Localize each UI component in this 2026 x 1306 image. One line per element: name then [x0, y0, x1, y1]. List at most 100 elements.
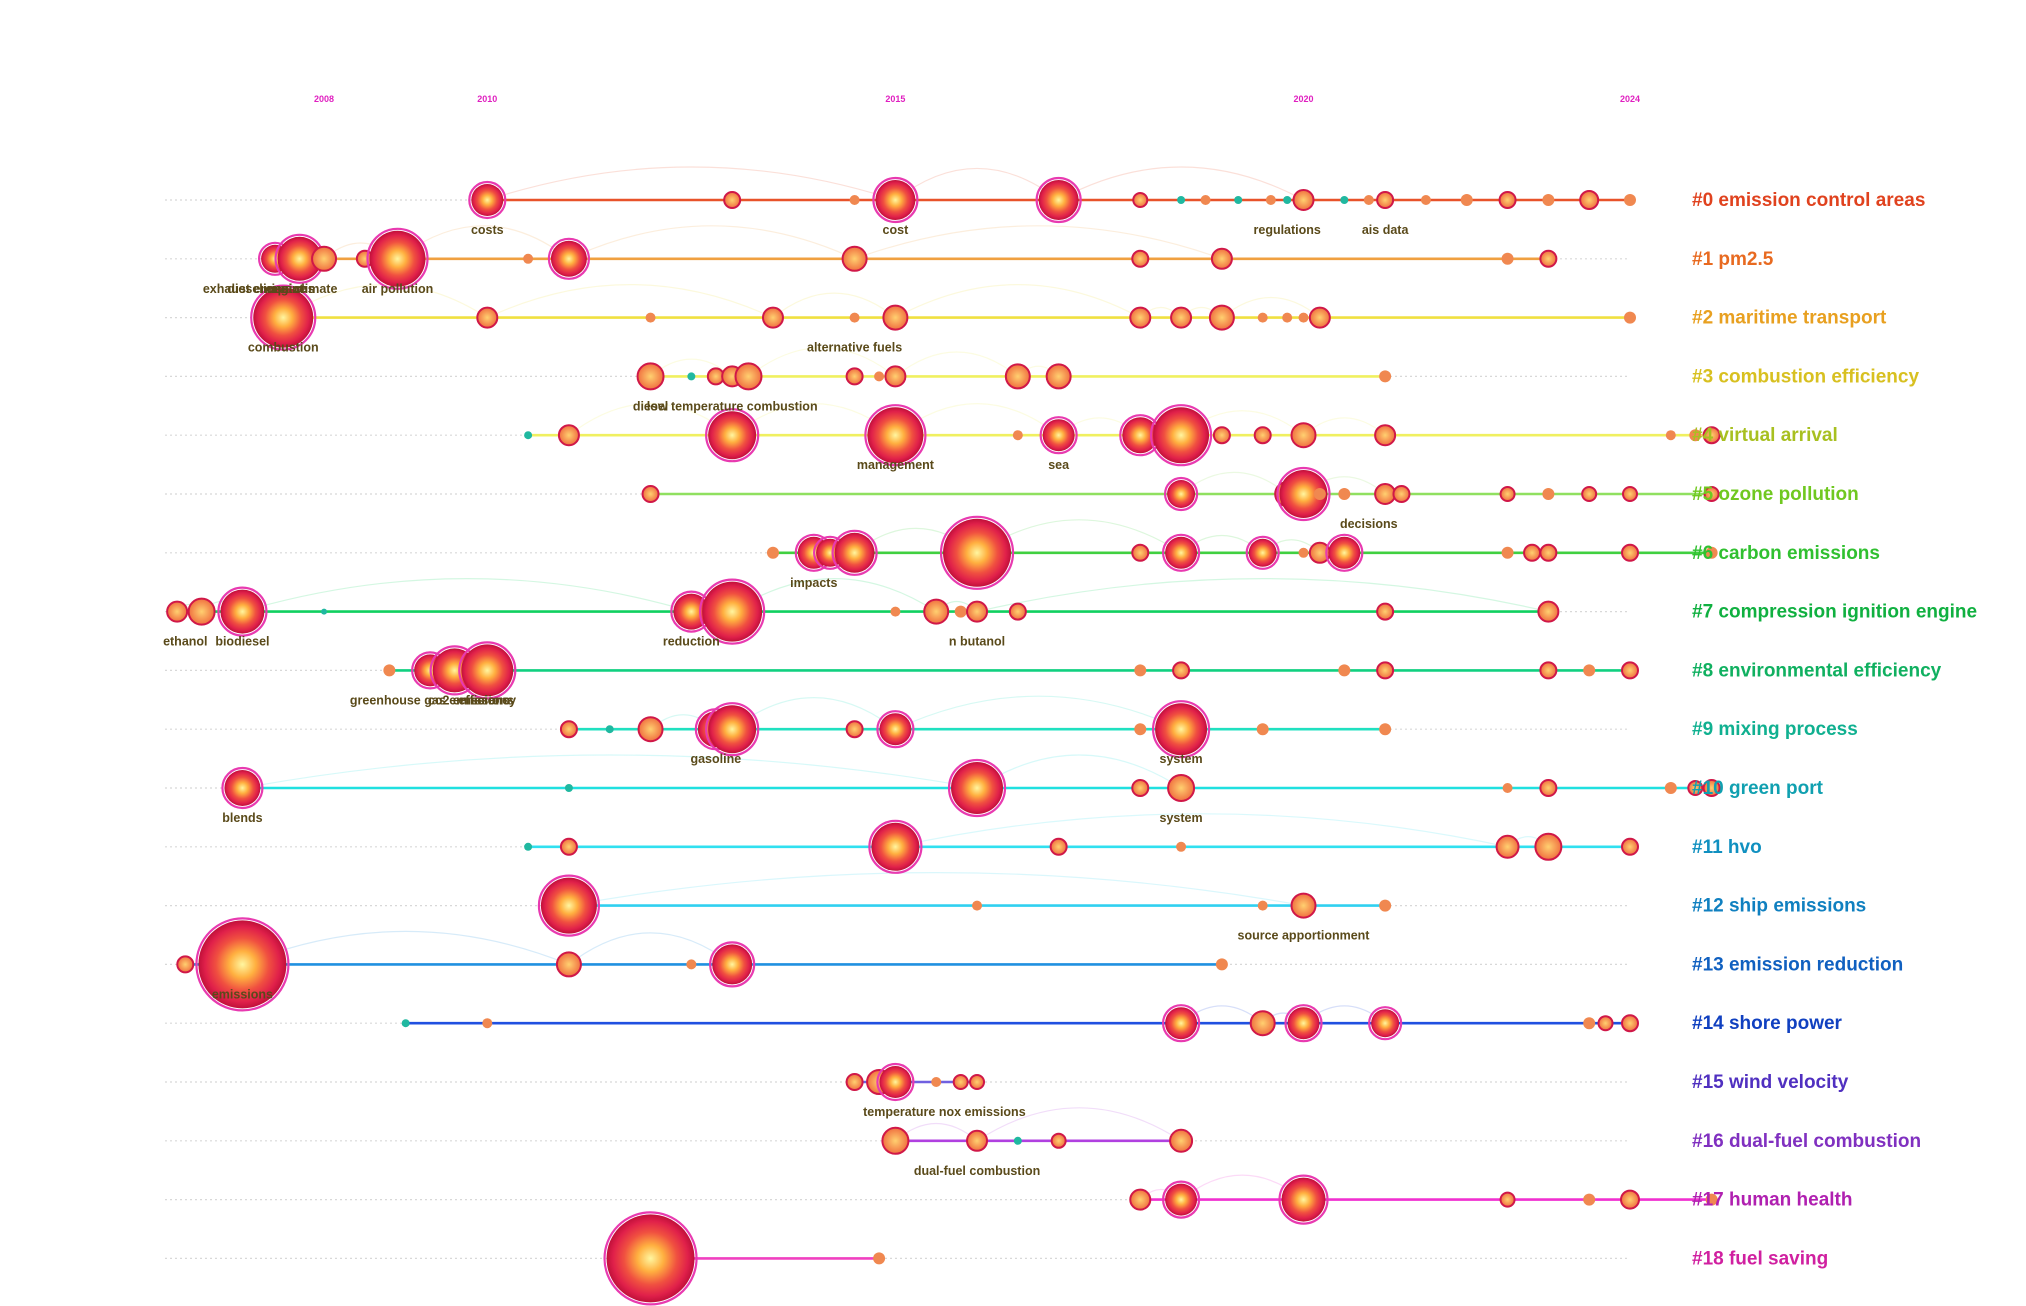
keyword-node[interactable]: [1705, 546, 1718, 559]
keyword-node[interactable]: [687, 372, 696, 381]
keyword-node[interactable]: [1338, 664, 1351, 677]
keyword-node[interactable]: [641, 485, 660, 503]
keyword-node[interactable]: [931, 1077, 942, 1087]
keyword-node[interactable]: [250, 284, 317, 351]
keyword-node[interactable]: [1170, 306, 1193, 329]
keyword-node[interactable]: [1257, 900, 1268, 911]
keyword-node[interactable]: [166, 600, 189, 623]
keyword-node[interactable]: [849, 312, 860, 323]
keyword-node[interactable]: [1420, 195, 1431, 205]
keyword-node[interactable]: [637, 716, 664, 743]
keyword-node[interactable]: [1379, 723, 1392, 736]
keyword-node[interactable]: [1583, 1017, 1596, 1030]
keyword-node[interactable]: [872, 176, 919, 224]
keyword-node[interactable]: [1151, 700, 1211, 759]
keyword-node[interactable]: [524, 431, 533, 440]
keyword-node[interactable]: [884, 365, 907, 388]
keyword-node[interactable]: [1257, 312, 1268, 323]
keyword-node[interactable]: [873, 1252, 886, 1265]
keyword-node[interactable]: [1215, 958, 1228, 971]
keyword-node[interactable]: [1363, 195, 1374, 205]
keyword-node[interactable]: [1624, 311, 1636, 324]
keyword-node[interactable]: [1374, 424, 1397, 447]
keyword-node[interactable]: [217, 586, 268, 637]
keyword-node[interactable]: [1265, 195, 1276, 205]
keyword-node[interactable]: [734, 362, 763, 391]
keyword-node[interactable]: [1539, 543, 1558, 562]
keyword-node[interactable]: [1163, 476, 1199, 512]
keyword-node[interactable]: [1008, 602, 1027, 621]
keyword-node[interactable]: [559, 837, 578, 856]
keyword-node[interactable]: [686, 959, 697, 970]
keyword-node[interactable]: [1013, 1136, 1022, 1145]
keyword-node[interactable]: [1290, 892, 1317, 919]
keyword-node[interactable]: [864, 404, 927, 467]
keyword-node[interactable]: [1253, 426, 1272, 445]
keyword-node[interactable]: [482, 1018, 493, 1029]
keyword-node[interactable]: [547, 237, 591, 280]
keyword-node[interactable]: [845, 720, 864, 739]
keyword-node[interactable]: [1583, 664, 1596, 677]
keyword-node[interactable]: [1537, 600, 1560, 623]
keyword-node[interactable]: [321, 608, 328, 615]
keyword-node[interactable]: [1161, 533, 1201, 572]
keyword-node[interactable]: [1539, 249, 1558, 268]
keyword-node[interactable]: [1542, 194, 1555, 206]
keyword-node[interactable]: [1176, 841, 1187, 852]
keyword-node[interactable]: [311, 245, 338, 272]
keyword-node[interactable]: [1392, 485, 1411, 503]
keyword-node[interactable]: [1012, 430, 1023, 441]
keyword-node[interactable]: [1523, 543, 1542, 562]
keyword-node[interactable]: [1581, 486, 1598, 502]
keyword-node[interactable]: [876, 710, 915, 749]
keyword-node[interactable]: [1129, 1188, 1152, 1211]
keyword-node[interactable]: [1665, 430, 1676, 441]
keyword-node[interactable]: [969, 1074, 986, 1090]
keyword-node[interactable]: [705, 702, 760, 757]
keyword-node[interactable]: [1368, 1006, 1403, 1041]
keyword-node[interactable]: [1597, 1015, 1614, 1032]
keyword-node[interactable]: [1132, 192, 1149, 208]
keyword-node[interactable]: [1379, 899, 1392, 912]
keyword-node[interactable]: [1290, 422, 1317, 449]
keyword-node[interactable]: [841, 245, 868, 272]
keyword-node[interactable]: [709, 941, 756, 988]
keyword-node[interactable]: [1298, 312, 1309, 323]
keyword-node[interactable]: [1045, 363, 1072, 390]
keyword-node[interactable]: [766, 546, 779, 559]
keyword-node[interactable]: [1210, 247, 1233, 270]
keyword-node[interactable]: [1313, 488, 1326, 500]
keyword-node[interactable]: [761, 306, 784, 329]
keyword-node[interactable]: [1049, 837, 1068, 856]
keyword-node[interactable]: [1169, 1128, 1194, 1153]
keyword-node[interactable]: [1583, 1193, 1596, 1206]
keyword-node[interactable]: [1208, 304, 1235, 331]
keyword-node[interactable]: [1702, 779, 1721, 797]
keyword-node[interactable]: [1212, 426, 1231, 445]
keyword-node[interactable]: [876, 1062, 915, 1102]
keyword-node[interactable]: [1298, 547, 1309, 558]
keyword-node[interactable]: [966, 1129, 989, 1152]
keyword-node[interactable]: [1620, 1189, 1640, 1210]
keyword-node[interactable]: [1338, 488, 1351, 500]
keyword-node[interactable]: [1149, 404, 1213, 467]
keyword-node[interactable]: [1292, 189, 1315, 211]
keyword-node[interactable]: [1702, 426, 1721, 445]
keyword-node[interactable]: [1621, 837, 1639, 856]
keyword-node[interactable]: [636, 362, 665, 391]
keyword-node[interactable]: [1374, 483, 1397, 505]
keyword-node[interactable]: [1325, 533, 1364, 572]
keyword-node[interactable]: [1501, 546, 1514, 559]
keyword-node[interactable]: [1283, 196, 1292, 204]
keyword-node[interactable]: [1161, 1004, 1201, 1043]
keyword-node[interactable]: [564, 784, 573, 792]
keyword-node[interactable]: [1621, 543, 1639, 562]
keyword-node[interactable]: [868, 819, 923, 874]
keyword-node[interactable]: [1624, 194, 1636, 206]
keyword-node[interactable]: [1200, 195, 1211, 205]
keyword-node[interactable]: [476, 306, 499, 329]
keyword-node[interactable]: [1703, 486, 1720, 502]
keyword-node[interactable]: [1276, 466, 1331, 522]
keyword-node[interactable]: [603, 1211, 698, 1306]
keyword-node[interactable]: [1134, 664, 1147, 677]
